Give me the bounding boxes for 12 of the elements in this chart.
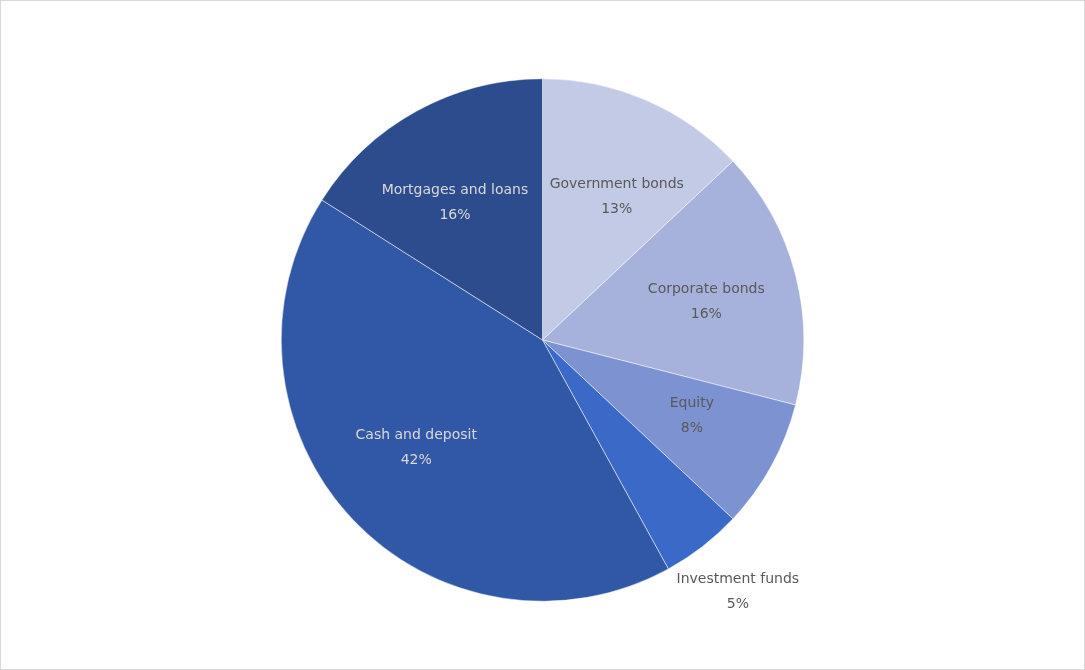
data-label: 5%: [726, 595, 749, 612]
data-label: 16%: [690, 304, 722, 321]
slice-label: Mortgages and loans: [381, 181, 529, 198]
slice-label: Corporate bonds: [647, 279, 765, 296]
data-label: 13%: [601, 199, 633, 216]
slice-label: Equity: [669, 394, 714, 411]
data-label: 16%: [439, 206, 471, 223]
data-label: 8%: [680, 419, 703, 436]
data-label: 42%: [400, 450, 432, 467]
slice-label: Investment funds: [676, 570, 800, 587]
slice-label: Government bonds: [549, 174, 684, 191]
slice-label: Cash and deposit: [355, 425, 478, 442]
